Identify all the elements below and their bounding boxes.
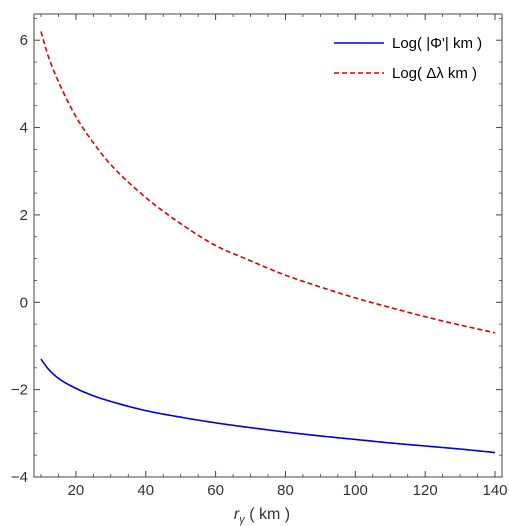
legend: Log( |Φ'| km ) Log( Δλ km )	[334, 35, 482, 82]
x-axis-title-unit: ( km )	[245, 506, 290, 523]
legend-label-2: Log( Δλ km )	[392, 65, 477, 82]
x-axis-title-subscript: γ	[239, 514, 246, 526]
x-tick-label: 140	[482, 482, 507, 499]
y-tick-label: 6	[20, 32, 28, 49]
x-tick-label: 60	[207, 482, 224, 499]
series-lines	[40, 31, 496, 454]
y-tick-label: −2	[11, 382, 28, 399]
x-tick-label: 20	[68, 482, 85, 499]
y-tick-label: −4	[11, 469, 28, 486]
x-tick-label: 120	[413, 482, 438, 499]
series-line-1	[40, 358, 496, 454]
x-tick-label: 40	[137, 482, 154, 499]
y-tick-label: 4	[20, 120, 28, 137]
series-line-2	[40, 31, 496, 334]
x-tick-label: 80	[277, 482, 294, 499]
legend-label-1: Log( |Φ'| km )	[392, 35, 482, 52]
x-axis-title-main: r	[234, 506, 240, 523]
x-tick-label: 100	[343, 482, 368, 499]
y-tick-label: 2	[20, 207, 28, 224]
axis-ticks: 20 40 60 80 100 120 140 −4 −2 0 2 4 6	[11, 14, 508, 499]
y-tick-label: 0	[20, 294, 28, 311]
x-axis-title: rγ ( km )	[234, 506, 290, 526]
